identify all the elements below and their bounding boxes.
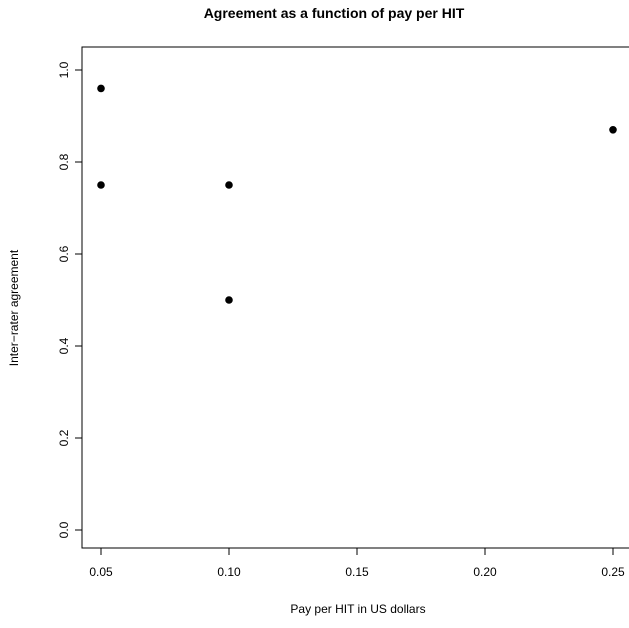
y-tick-label: 0.6 <box>57 245 71 262</box>
x-axis: 0.05 0.10 0.15 0.20 0.25 <box>89 547 625 579</box>
y-tick-label: 0.2 <box>57 429 71 446</box>
data-point <box>97 181 105 189</box>
y-tick-label: 1.0 <box>57 61 71 78</box>
x-tick-label: 0.20 <box>473 565 497 579</box>
y-tick-label: 0.0 <box>57 521 71 538</box>
x-axis-label: Pay per HIT in US dollars <box>290 602 425 616</box>
data-point <box>225 181 233 189</box>
chart-title: Agreement as a function of pay per HIT <box>204 5 465 21</box>
x-tick-label: 0.10 <box>217 565 241 579</box>
data-point <box>225 296 233 304</box>
x-tick-label: 0.05 <box>89 565 113 579</box>
y-axis: 0.0 0.2 0.4 0.6 0.8 1.0 <box>57 61 83 538</box>
y-axis-label: Inter−rater agreement <box>7 249 21 366</box>
y-tick-label: 0.4 <box>57 337 71 354</box>
data-point <box>609 126 617 134</box>
plot-area-frame <box>81 46 629 549</box>
data-point <box>97 84 105 93</box>
x-tick-label: 0.15 <box>345 565 369 579</box>
data-points <box>97 84 617 304</box>
x-tick-label: 0.25 <box>601 565 625 579</box>
y-tick-label: 0.8 <box>57 153 71 170</box>
